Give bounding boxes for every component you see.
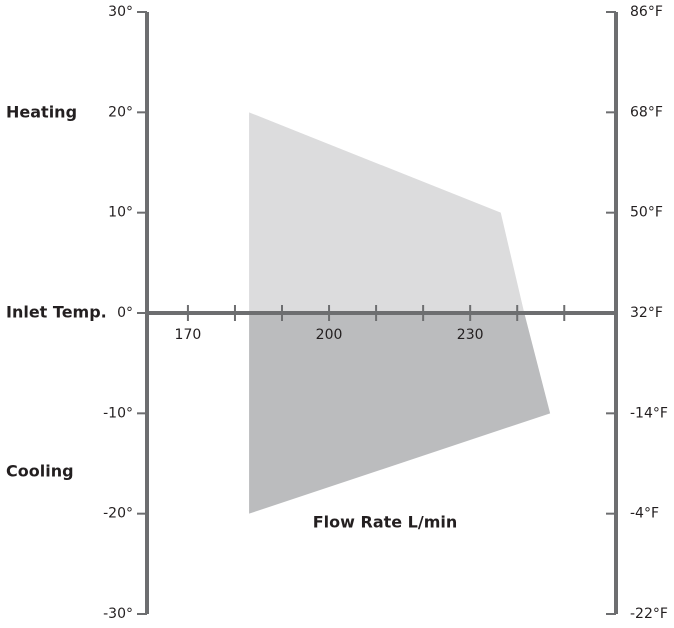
x-tick-label: 230 bbox=[457, 327, 484, 343]
area bbox=[249, 112, 525, 313]
y2-tick-label: -22°F bbox=[630, 606, 668, 622]
y2-tick-label: 86°F bbox=[630, 4, 663, 20]
x-axis-label: Flow Rate L/min bbox=[313, 513, 458, 532]
y2-tick-label: 50°F bbox=[630, 205, 663, 221]
y-tick-label: 0° bbox=[117, 305, 133, 321]
cooling-label: Cooling bbox=[6, 462, 74, 481]
area bbox=[249, 313, 551, 514]
y2-tick-label: 68°F bbox=[630, 104, 663, 120]
y2-tick-label: 32°F bbox=[630, 305, 663, 321]
y2-tick-label: -14°F bbox=[630, 405, 668, 421]
y-tick-label: -10° bbox=[103, 405, 133, 421]
heating-label: Heating bbox=[6, 103, 77, 122]
y2-tick-label: -4°F bbox=[630, 506, 659, 522]
y-tick-label: 20° bbox=[108, 104, 133, 120]
x-tick-label: 170 bbox=[175, 327, 202, 343]
y-tick-label: -30° bbox=[103, 606, 133, 622]
y-tick-label: 30° bbox=[108, 4, 133, 20]
y-axis-label: Inlet Temp. bbox=[6, 303, 107, 322]
y-tick-label: -20° bbox=[103, 506, 133, 522]
x-tick-label: 200 bbox=[316, 327, 343, 343]
y-tick-label: 10° bbox=[108, 205, 133, 221]
